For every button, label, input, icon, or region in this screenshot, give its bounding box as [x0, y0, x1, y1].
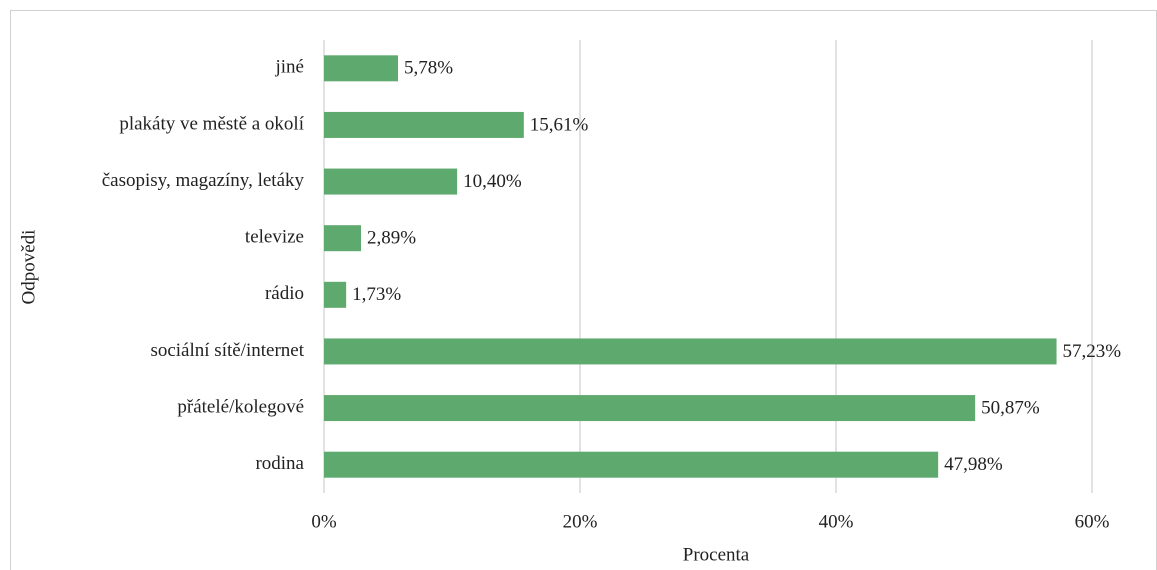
chart-border: [10, 10, 1157, 570]
y-tick-label: rodina: [255, 453, 304, 474]
data-label: 50,87%: [981, 397, 1040, 418]
bar: [324, 281, 347, 308]
data-label: 2,89%: [367, 228, 416, 249]
bar: [324, 338, 1057, 365]
data-label: 5,78%: [404, 58, 453, 79]
data-label: 10,40%: [463, 171, 522, 192]
bar: [324, 451, 939, 478]
y-tick-label: jiné: [275, 57, 305, 78]
data-label: 47,98%: [944, 454, 1003, 475]
bar: [324, 395, 976, 422]
y-axis-label: Odpovědi: [18, 230, 39, 305]
x-tick-label: 20%: [563, 511, 598, 532]
x-tick-label: 60%: [1075, 511, 1110, 532]
data-label: 15,61%: [530, 114, 589, 135]
bar: [324, 168, 458, 195]
y-tick-label: televize: [245, 227, 304, 248]
bar: [324, 111, 524, 138]
x-tick-label: 0%: [311, 511, 337, 532]
data-label: 57,23%: [1063, 341, 1122, 362]
bar: [324, 225, 361, 252]
x-tick-label: 40%: [819, 511, 854, 532]
y-tick-label: přátelé/kolegové: [177, 396, 304, 417]
y-tick-label: časopisy, magazíny, letáky: [102, 170, 305, 191]
y-tick-label: plakáty ve městě a okolí: [119, 113, 304, 134]
y-tick-label: rádio: [265, 283, 304, 304]
data-label: 1,73%: [352, 284, 401, 305]
y-tick-label: sociální sítě/internet: [150, 340, 304, 361]
bar: [324, 55, 398, 82]
x-axis-label: Procenta: [683, 544, 750, 565]
